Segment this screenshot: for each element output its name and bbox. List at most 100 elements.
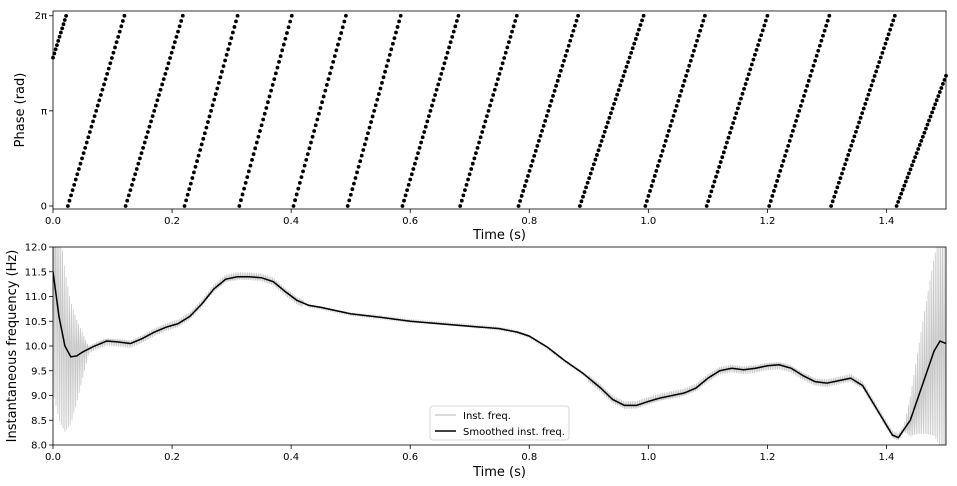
phase-point [307,146,312,151]
phase-point [756,43,760,47]
phase-point [261,117,266,122]
phase-point [624,64,629,69]
phase-point [688,58,693,63]
phase-point [259,123,264,128]
phase-point [811,63,816,68]
phase-point [502,56,507,60]
phase-point [649,184,654,188]
phase-point [581,194,585,199]
phase-point [243,181,248,185]
phase-point [496,77,500,82]
phase-point [554,83,559,88]
phase-point [721,150,726,155]
phase-point [235,13,240,18]
phase-point [850,139,855,143]
phase-point [253,146,258,151]
phase-point [144,135,149,140]
phase-point [776,174,781,178]
phase-point [102,82,106,87]
phase-point [339,31,344,35]
phase-point [113,45,117,50]
phase-point [770,194,775,198]
phase-point [663,139,668,143]
phase-point [153,103,158,108]
phase-point [312,129,317,133]
phase-point [321,94,326,99]
phase-point [267,94,272,99]
phase-point [481,124,486,129]
phase-point [94,108,99,113]
legend: Inst. freq. Smoothed inst. freq. [429,405,570,441]
phase-point [450,34,455,39]
phase-point [331,59,336,64]
phase-point [860,111,865,116]
phase-point [529,164,533,168]
phase-point [87,130,92,134]
phase-point [806,78,811,83]
phase-point [566,43,571,48]
phase-point [810,68,814,73]
phase-point [522,184,527,188]
phase-point [942,77,947,82]
phase-point [819,38,824,43]
phase-point [715,169,720,174]
phase-point [676,98,681,103]
phase-point [569,33,574,38]
phase-point [212,97,217,102]
phase-point [285,31,289,35]
phase-point [816,48,821,53]
phase-point [671,113,676,118]
phase-point [131,177,136,182]
phase-y-tick-label: 2π [35,11,47,22]
phase-point [563,53,568,58]
phase-point [905,175,910,180]
phase-point [53,47,58,52]
phase-point [908,167,913,172]
phase-point [358,159,363,164]
phase-point [543,118,548,123]
phase-point [182,204,187,208]
phase-point [216,80,221,85]
phase-point [874,69,879,74]
phase-point [248,163,253,168]
phase-point [215,86,220,91]
phase-point [161,77,166,82]
phase-point [621,74,626,78]
phase-point [701,18,706,23]
phase-point [461,193,466,198]
phase-x-axis-label: Time (s) [472,228,526,243]
phase-point [428,108,433,113]
phase-point [897,195,902,200]
phase-point [725,140,729,145]
frequency-x-ticks: 0.0 0.2 0.4 0.6 0.8 1.0 1.2 1.4 [45,445,894,463]
phase-point [627,55,632,60]
phase-x-ticks: 0.0 0.2 0.4 0.6 0.8 1.0 1.2 1.4 [45,209,894,227]
phase-plot-frame [52,10,947,210]
phase-point [89,124,94,129]
phase-point [108,61,113,66]
phase-point [838,176,843,181]
phase-point [395,25,400,29]
phase-point [378,86,383,91]
phase-point [640,18,644,23]
phase-point [748,67,753,72]
inst-freq-line [53,247,946,445]
phase-point [565,48,570,53]
phase-point [409,172,414,177]
phase-point [641,13,646,18]
phase-point [301,169,305,174]
phase-point [852,134,857,139]
phase-point [863,102,868,106]
phase-point [242,186,247,191]
phase-point [204,125,209,130]
frequency-x-tick-label: 0.0 [45,452,61,463]
phase-point [751,57,756,62]
phase-point [927,118,931,123]
phase-point [822,28,827,33]
phase-point [792,123,797,128]
phase-point [924,126,928,131]
phase-point [405,188,410,193]
phase-point [201,136,206,141]
phase-point [920,134,925,139]
phase-point [941,82,945,86]
